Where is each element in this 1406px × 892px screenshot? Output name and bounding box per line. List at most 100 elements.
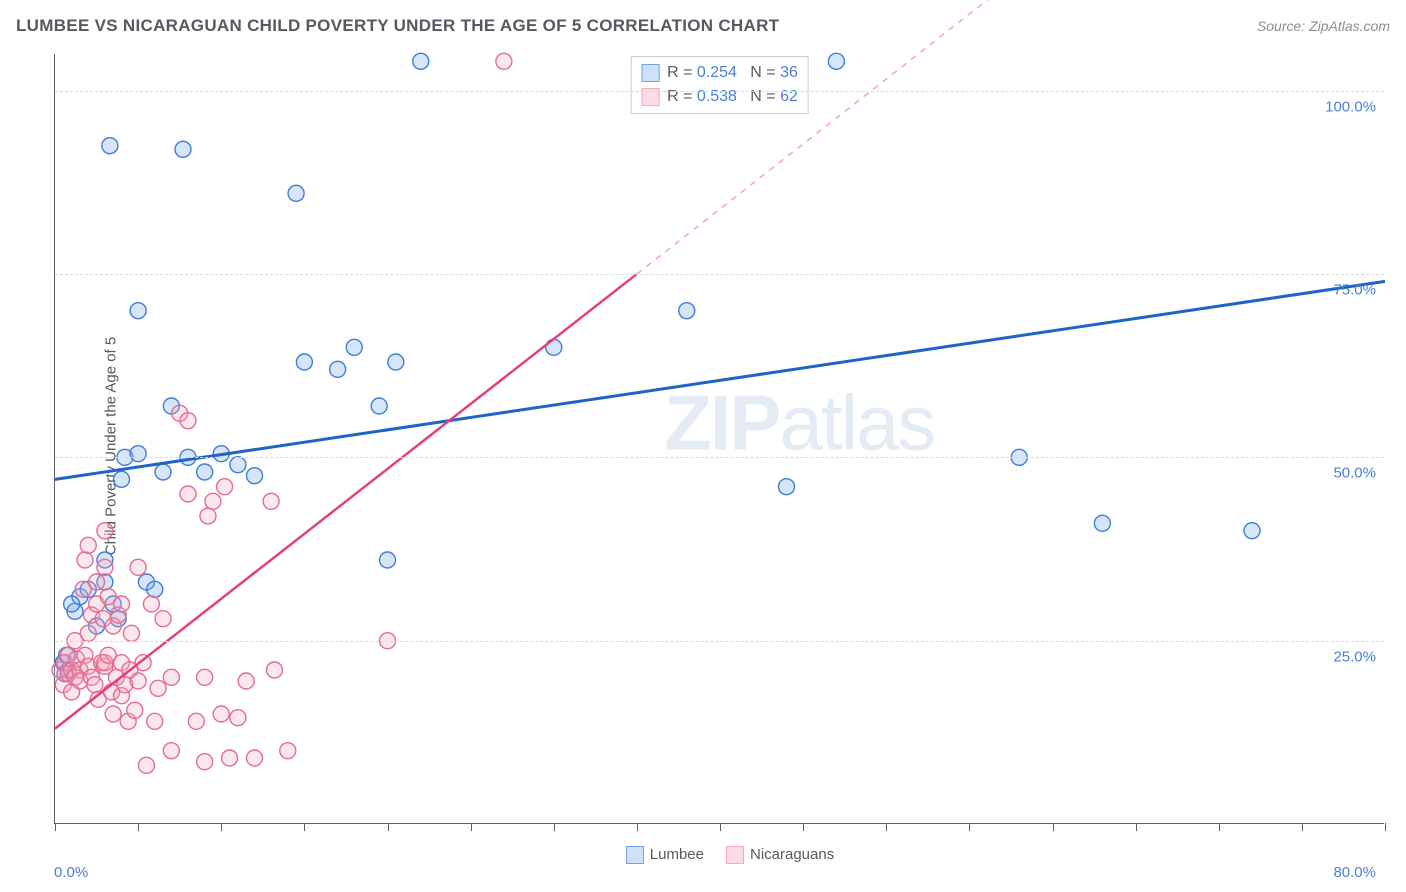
data-point xyxy=(138,757,154,773)
data-point xyxy=(155,611,171,627)
data-point xyxy=(263,493,279,509)
legend-r: R = 0.538 N = 62 xyxy=(667,85,798,109)
data-point xyxy=(150,680,166,696)
data-point xyxy=(89,574,105,590)
data-point xyxy=(130,446,146,462)
y-tick-label: 25.0% xyxy=(1333,648,1376,665)
data-point xyxy=(266,662,282,678)
data-point xyxy=(143,596,159,612)
x-tick xyxy=(1302,823,1303,831)
data-point xyxy=(413,53,429,69)
data-point xyxy=(496,53,512,69)
x-tick xyxy=(1385,823,1386,831)
x-tick xyxy=(138,823,139,831)
data-point xyxy=(147,713,163,729)
x-max-label: 80.0% xyxy=(1333,864,1376,881)
x-tick xyxy=(886,823,887,831)
data-point xyxy=(779,479,795,495)
chart-title: LUMBEE VS NICARAGUAN CHILD POVERTY UNDER… xyxy=(16,16,779,36)
data-point xyxy=(188,713,204,729)
data-point xyxy=(155,464,171,480)
x-tick xyxy=(221,823,222,831)
data-point xyxy=(247,468,263,484)
regression-line xyxy=(55,281,1385,479)
data-point xyxy=(102,138,118,154)
data-point xyxy=(80,537,96,553)
data-point xyxy=(80,625,96,641)
data-point xyxy=(197,464,213,480)
data-point xyxy=(175,141,191,157)
regression-line xyxy=(55,274,637,729)
legend-swatch xyxy=(726,846,744,864)
x-tick xyxy=(1219,823,1220,831)
legend-r: R = 0.254 N = 36 xyxy=(667,61,798,85)
legend-label: Lumbee xyxy=(650,846,704,863)
x-tick xyxy=(969,823,970,831)
data-point xyxy=(197,669,213,685)
chart-svg xyxy=(55,54,1384,823)
data-point xyxy=(230,457,246,473)
x-tick xyxy=(304,823,305,831)
data-point xyxy=(828,53,844,69)
series-legend: Lumbee Nicaraguans xyxy=(54,846,1384,864)
legend-swatch xyxy=(626,846,644,864)
data-point xyxy=(546,339,562,355)
source-label: Source: ZipAtlas.com xyxy=(1257,18,1390,34)
data-point xyxy=(213,706,229,722)
legend-label: Nicaraguans xyxy=(750,846,834,863)
data-point xyxy=(1094,515,1110,531)
y-tick-label: 100.0% xyxy=(1325,98,1376,115)
data-point xyxy=(296,354,312,370)
data-point xyxy=(97,523,113,539)
y-tick-label: 75.0% xyxy=(1333,282,1376,299)
data-point xyxy=(230,710,246,726)
legend-row: R = 0.254 N = 36 xyxy=(641,61,798,85)
data-point xyxy=(180,413,196,429)
gridline-h xyxy=(55,91,1384,92)
x-min-label: 0.0% xyxy=(54,864,88,881)
x-tick xyxy=(637,823,638,831)
data-point xyxy=(197,754,213,770)
data-point xyxy=(238,673,254,689)
y-tick-label: 50.0% xyxy=(1333,465,1376,482)
data-point xyxy=(380,552,396,568)
data-point xyxy=(280,743,296,759)
data-point xyxy=(130,303,146,319)
data-point xyxy=(346,339,362,355)
data-point xyxy=(114,471,130,487)
data-point xyxy=(163,669,179,685)
data-point xyxy=(371,398,387,414)
data-point xyxy=(87,677,103,693)
data-point xyxy=(388,354,404,370)
data-point xyxy=(180,486,196,502)
data-point xyxy=(288,185,304,201)
x-tick xyxy=(803,823,804,831)
data-point xyxy=(330,361,346,377)
data-point xyxy=(247,750,263,766)
x-tick xyxy=(554,823,555,831)
data-point xyxy=(679,303,695,319)
data-point xyxy=(114,596,130,612)
x-tick xyxy=(1053,823,1054,831)
data-point xyxy=(200,508,216,524)
correlation-legend: R = 0.254 N = 36R = 0.538 N = 62 xyxy=(630,56,809,114)
gridline-h xyxy=(55,274,1384,275)
data-point xyxy=(130,559,146,575)
data-point xyxy=(97,559,113,575)
data-point xyxy=(64,596,80,612)
x-tick xyxy=(720,823,721,831)
data-point xyxy=(147,581,163,597)
data-point xyxy=(123,625,139,641)
data-point xyxy=(105,706,121,722)
data-point xyxy=(127,702,143,718)
gridline-h xyxy=(55,457,1384,458)
x-tick xyxy=(471,823,472,831)
data-point xyxy=(130,673,146,689)
title-bar: LUMBEE VS NICARAGUAN CHILD POVERTY UNDER… xyxy=(16,16,1390,36)
x-tick xyxy=(388,823,389,831)
data-point xyxy=(1244,523,1260,539)
regression-line-ext xyxy=(637,0,1003,274)
x-tick xyxy=(1136,823,1137,831)
data-point xyxy=(77,552,93,568)
legend-row: R = 0.538 N = 62 xyxy=(641,85,798,109)
